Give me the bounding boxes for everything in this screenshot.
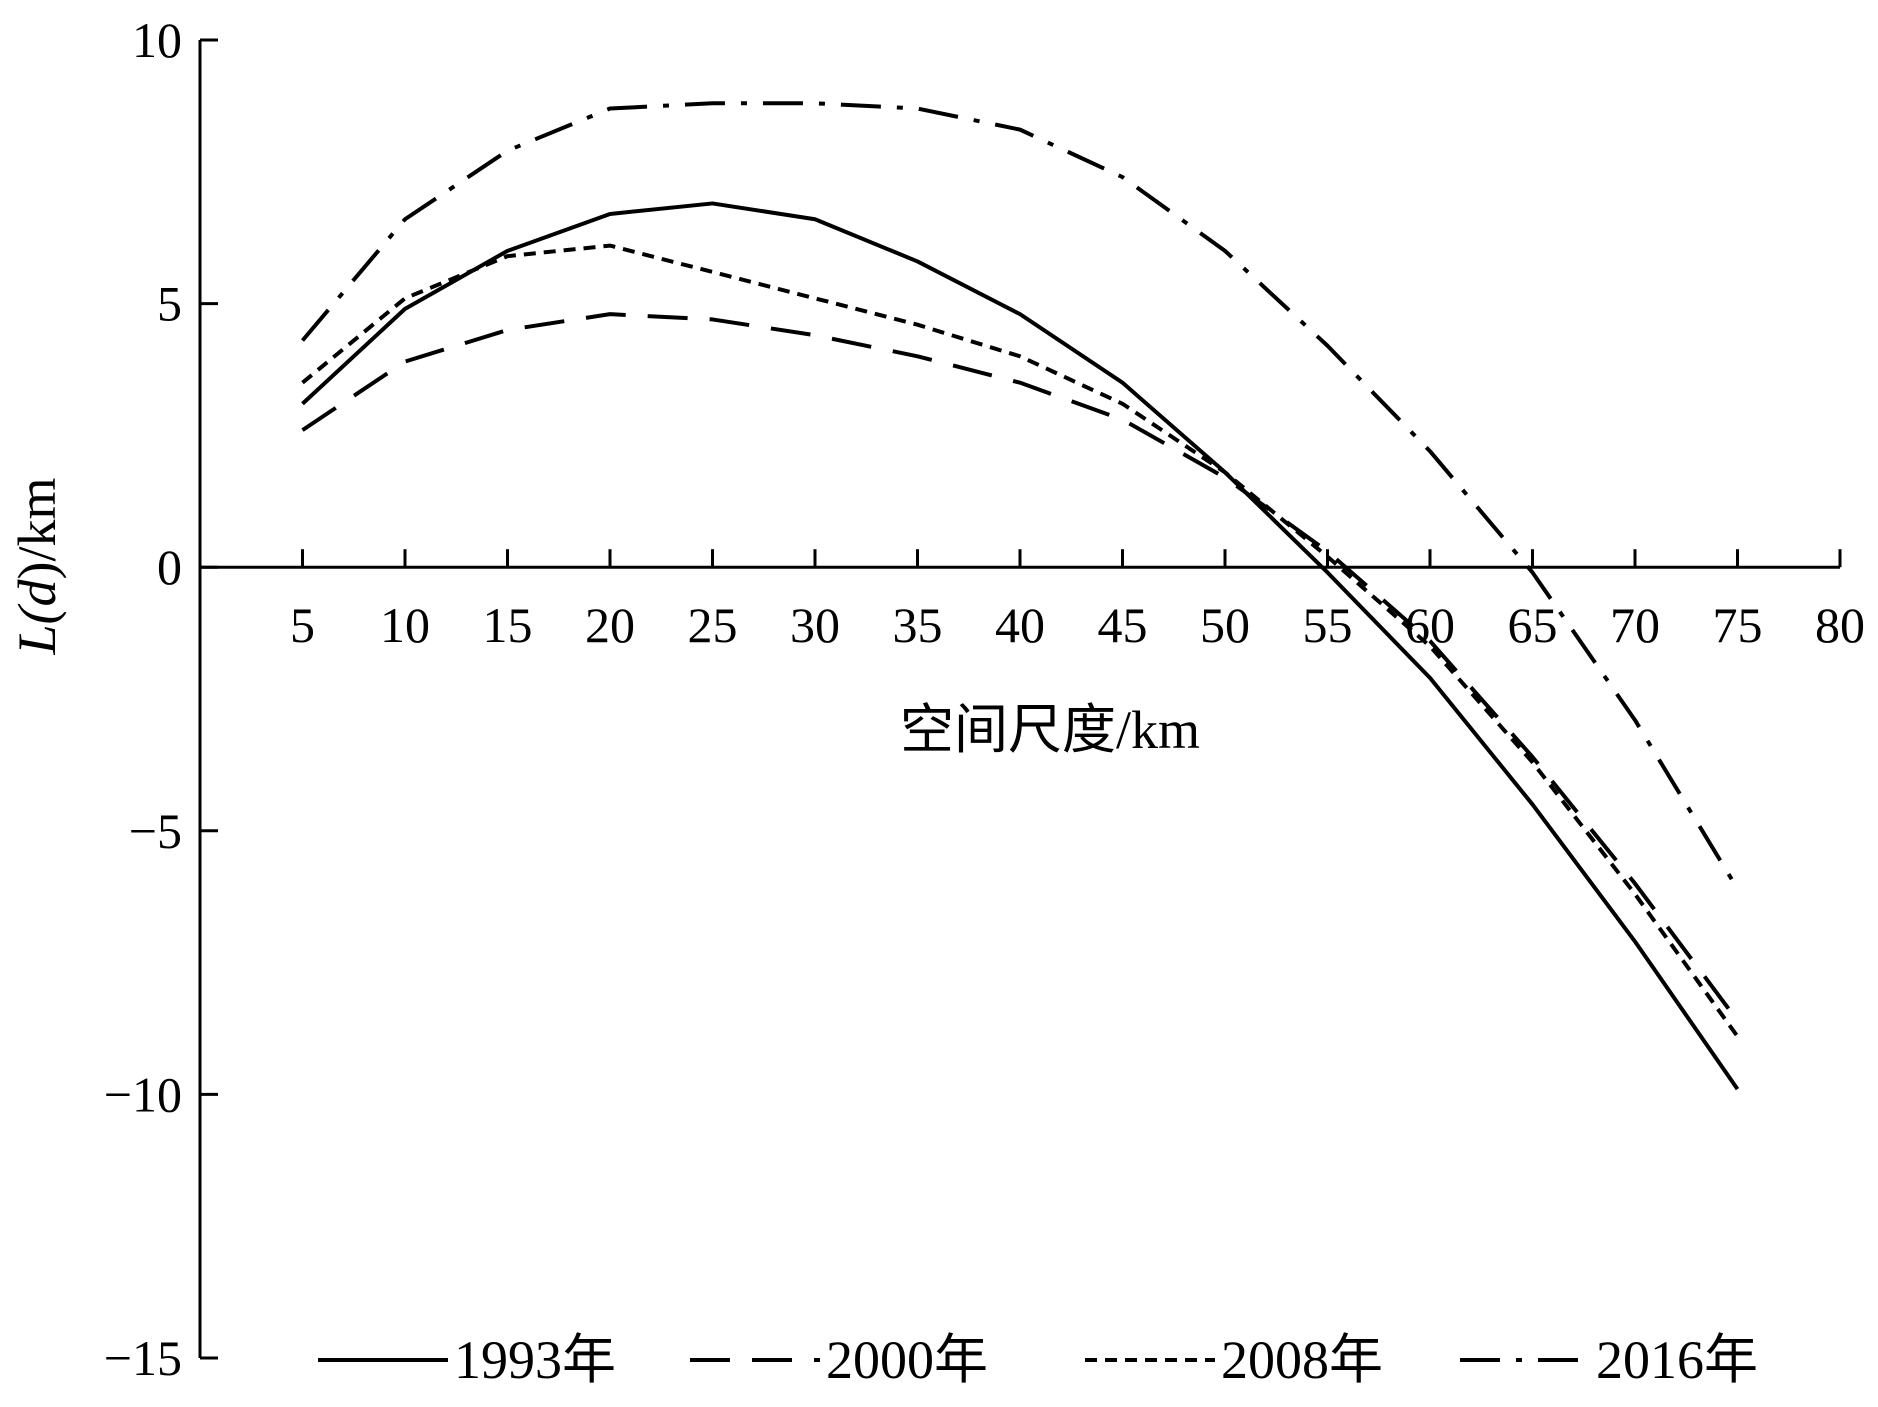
x-tick-label: 50 xyxy=(1200,597,1250,653)
legend-label: 2008年 xyxy=(1221,1330,1383,1390)
y-tick-label: −10 xyxy=(104,1066,182,1122)
x-tick-label: 15 xyxy=(483,597,533,653)
x-tick-label: 70 xyxy=(1610,597,1660,653)
x-tick-label: 75 xyxy=(1713,597,1763,653)
y-axis-title-var: d xyxy=(7,578,67,606)
y-tick-label: 10 xyxy=(132,12,182,68)
series-line-4 xyxy=(300,101,1740,890)
y-axis-title-suffix: )/km xyxy=(7,477,67,579)
x-axis-ticks: 5 10 15 20 25 30 35 40 45 50 55 60 65 70 75 80 xyxy=(290,549,1865,653)
x-tick-label: 40 xyxy=(995,597,1045,653)
x-tick-label: 35 xyxy=(893,597,943,653)
y-tick-label: −15 xyxy=(104,1330,182,1386)
legend-label: 1993年 xyxy=(454,1330,616,1390)
legend-label: 2000年 xyxy=(826,1330,988,1390)
series-line-3 xyxy=(301,243,1740,1038)
legend: 1993年 2000年 2008年 2016年 xyxy=(318,1330,1758,1390)
axes xyxy=(198,40,1840,1358)
x-tick-label: 10 xyxy=(380,597,430,653)
x-axis-title: 空间尺度/km xyxy=(900,700,1200,760)
x-tick-label: 5 xyxy=(290,597,315,653)
x-tick-label: 80 xyxy=(1815,597,1865,653)
series-line-1 xyxy=(301,201,1740,1091)
y-tick-label: 0 xyxy=(157,539,182,595)
y-axis-title: L(d)/km xyxy=(7,477,67,655)
x-tick-label: 55 xyxy=(1303,597,1353,653)
y-tick-label: −5 xyxy=(129,803,182,859)
y-axis-title-prefix: L( xyxy=(7,603,67,655)
x-tick-label: 20 xyxy=(585,597,635,653)
x-tick-label: 30 xyxy=(790,597,840,653)
legend-label: 2016年 xyxy=(1596,1330,1758,1390)
series-lines xyxy=(300,101,1740,1091)
y-axis-ticks: 10 5 0 −5 −10 −15 xyxy=(104,12,218,1386)
x-tick-label: 25 xyxy=(688,597,738,653)
x-tick-label: 45 xyxy=(1098,597,1148,653)
x-tick-label: 65 xyxy=(1508,597,1558,653)
series-line-2 xyxy=(301,312,1740,1022)
y-tick-label: 5 xyxy=(157,276,182,332)
